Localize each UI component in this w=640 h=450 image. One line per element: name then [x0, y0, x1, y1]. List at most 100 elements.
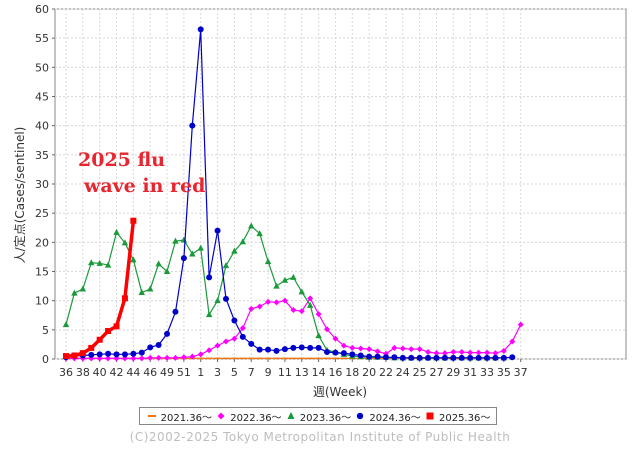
data-point — [256, 303, 263, 310]
annotation-line: 2025 flu — [78, 149, 165, 171]
data-point — [214, 342, 221, 349]
data-point — [231, 317, 238, 324]
data-point — [492, 354, 499, 361]
data-point — [239, 238, 247, 245]
data-point — [391, 354, 398, 361]
legend-symbol — [217, 412, 225, 420]
data-point — [281, 297, 288, 304]
data-point — [315, 311, 322, 318]
data-point — [71, 352, 78, 359]
copyright-text: (C)2002-2025 Tokyo Metropolitan Institut… — [129, 430, 511, 444]
data-point — [180, 354, 187, 361]
data-point — [374, 353, 381, 360]
data-point — [306, 301, 314, 308]
data-point — [239, 357, 246, 360]
data-point — [517, 321, 524, 328]
x-tick-label: 40 — [93, 366, 107, 379]
data-point — [509, 338, 516, 345]
data-point — [197, 244, 204, 251]
annotation-line: wave in red — [83, 175, 205, 197]
legend-item: 2024.36～ — [354, 409, 421, 424]
x-tick-label: 24 — [396, 366, 410, 379]
x-axis-ticks: 36 38 40 42 44 46 49 51 1 3 5 7 9 11 13 14 16 18 20 22 24 25 2… — [59, 359, 528, 379]
data-point — [130, 355, 137, 362]
data-point — [264, 258, 272, 265]
annotation-text: 2025 flu wave in red — [78, 149, 205, 197]
x-tick-label: 29 — [446, 366, 460, 379]
data-point — [281, 276, 289, 283]
data-point — [138, 349, 145, 356]
data-point — [248, 340, 255, 347]
data-point — [172, 237, 179, 244]
data-point — [172, 308, 179, 315]
y-tick-label: 35 — [35, 149, 49, 162]
legend-label: 2025.36～ — [438, 412, 491, 424]
data-point — [298, 344, 305, 351]
data-point — [206, 357, 213, 360]
legend-label: 2022.36～ — [230, 412, 282, 424]
data-point — [349, 344, 356, 351]
x-tick-label: 3 — [214, 366, 221, 379]
data-point — [441, 354, 448, 361]
data-point — [105, 328, 112, 334]
series-group — [62, 26, 524, 362]
data-point — [433, 350, 440, 357]
x-tick-label: 33 — [480, 366, 494, 379]
x-tick-label: 18 — [345, 366, 359, 379]
data-point — [416, 354, 423, 361]
data-point — [113, 351, 120, 358]
data-point — [408, 354, 415, 361]
data-point — [147, 285, 154, 292]
data-point — [121, 295, 128, 302]
data-point — [121, 239, 129, 246]
x-tick-label: 36 — [59, 366, 73, 379]
data-point — [88, 344, 95, 351]
data-point — [256, 357, 263, 360]
x-tick-label: 1 — [197, 366, 204, 379]
y-tick-label: 20 — [35, 236, 49, 249]
data-point — [172, 354, 179, 361]
data-point — [256, 346, 263, 353]
data-point — [273, 299, 280, 306]
data-point — [104, 261, 112, 268]
data-point — [366, 353, 373, 360]
data-point — [290, 344, 297, 351]
data-point — [265, 346, 272, 353]
data-point — [222, 295, 229, 302]
data-point — [256, 230, 263, 237]
x-tick-label: 37 — [514, 366, 528, 379]
data-point — [79, 285, 87, 292]
data-point — [273, 282, 280, 289]
data-point — [416, 346, 423, 353]
legend-item: 2022.36～ — [215, 409, 282, 424]
y-tick-label: 0 — [42, 353, 49, 366]
data-point — [281, 346, 288, 353]
series-2025.36～ — [63, 217, 137, 360]
x-tick-label: 49 — [160, 366, 174, 379]
data-point — [248, 357, 255, 360]
data-point — [484, 349, 490, 356]
data-point — [340, 357, 347, 360]
data-point — [248, 305, 255, 312]
y-tick-label: 10 — [35, 295, 49, 308]
data-point — [113, 323, 120, 330]
data-point — [231, 357, 238, 360]
x-tick-label: 44 — [126, 366, 140, 379]
data-point — [340, 342, 347, 349]
data-point — [374, 348, 381, 355]
x-tick-label: 51 — [177, 366, 191, 379]
data-point — [231, 247, 238, 254]
legend-symbol — [287, 412, 295, 419]
data-point — [399, 354, 406, 361]
x-tick-label: 13 — [295, 366, 309, 379]
y-tick-label: 25 — [35, 207, 49, 220]
y-axis-title: 人/定点(Cases/sentinel) — [12, 127, 27, 264]
x-tick-label: 27 — [429, 366, 443, 379]
data-point — [79, 350, 86, 357]
data-point — [357, 345, 364, 352]
data-point — [130, 217, 137, 224]
x-tick-label: 42 — [110, 366, 124, 379]
data-point — [324, 357, 331, 360]
x-tick-label: 7 — [248, 366, 255, 379]
